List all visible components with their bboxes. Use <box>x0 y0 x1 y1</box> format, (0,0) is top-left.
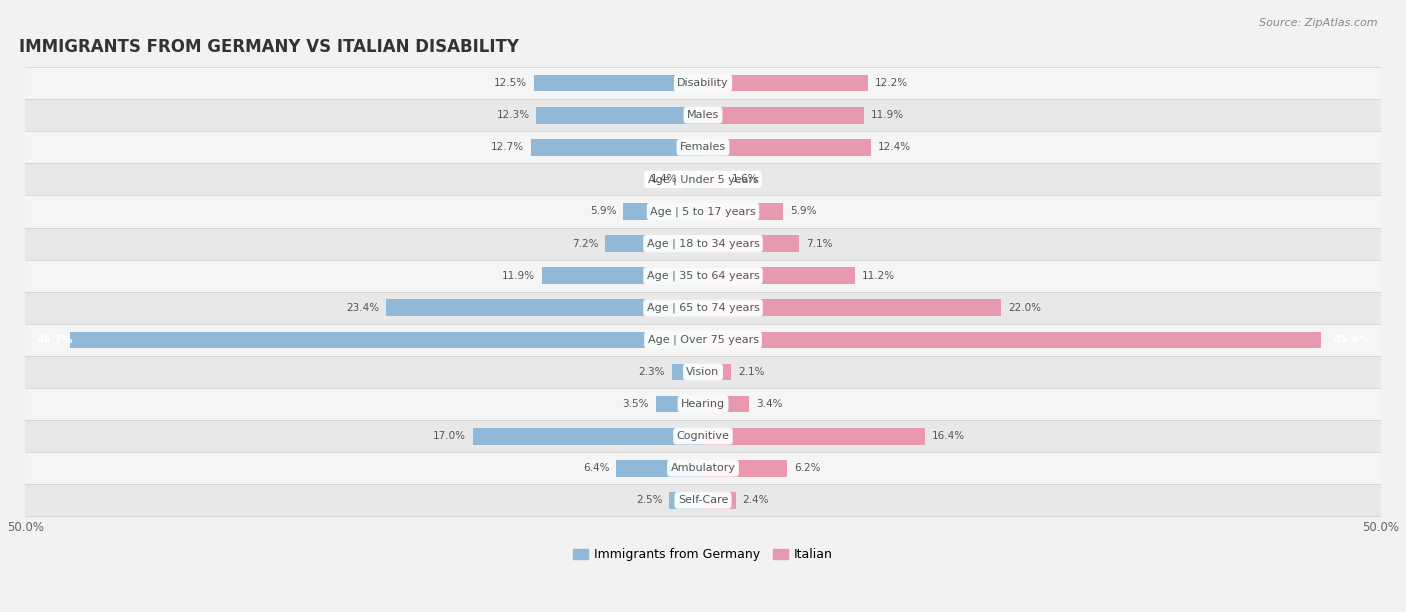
Text: 2.4%: 2.4% <box>742 495 769 506</box>
Text: Age | Under 5 years: Age | Under 5 years <box>648 174 758 185</box>
Bar <box>25 195 1381 228</box>
Bar <box>25 324 1381 356</box>
Bar <box>536 107 703 124</box>
Text: 3.4%: 3.4% <box>756 399 782 409</box>
Bar <box>606 235 703 252</box>
Bar <box>25 228 1381 259</box>
Text: Ambulatory: Ambulatory <box>671 463 735 473</box>
Bar <box>25 99 1381 131</box>
Bar <box>703 396 749 412</box>
Text: 22.0%: 22.0% <box>1008 303 1040 313</box>
Bar <box>25 163 1381 195</box>
Text: Self-Care: Self-Care <box>678 495 728 506</box>
Text: Vision: Vision <box>686 367 720 377</box>
Bar <box>703 107 865 124</box>
Bar <box>616 460 703 477</box>
Text: Cognitive: Cognitive <box>676 431 730 441</box>
Text: 5.9%: 5.9% <box>589 206 616 217</box>
Bar <box>25 259 1381 292</box>
Text: 1.4%: 1.4% <box>651 174 678 184</box>
Bar <box>703 171 724 188</box>
Text: 2.1%: 2.1% <box>738 367 765 377</box>
Text: 16.4%: 16.4% <box>932 431 965 441</box>
Bar <box>703 203 783 220</box>
Bar <box>25 356 1381 388</box>
Text: 12.3%: 12.3% <box>496 110 530 120</box>
Bar <box>669 492 703 509</box>
Bar <box>703 139 872 155</box>
Bar <box>703 235 799 252</box>
Text: Source: ZipAtlas.com: Source: ZipAtlas.com <box>1260 18 1378 28</box>
Text: 12.2%: 12.2% <box>875 78 908 88</box>
Bar <box>623 203 703 220</box>
Text: 3.5%: 3.5% <box>623 399 648 409</box>
Bar <box>703 492 735 509</box>
Text: 11.2%: 11.2% <box>862 271 894 281</box>
Bar <box>70 332 703 348</box>
Bar <box>703 267 855 284</box>
Bar <box>25 420 1381 452</box>
Bar <box>703 428 925 444</box>
Text: 12.5%: 12.5% <box>494 78 527 88</box>
Text: Disability: Disability <box>678 78 728 88</box>
Text: Age | 35 to 64 years: Age | 35 to 64 years <box>647 271 759 281</box>
Text: 1.6%: 1.6% <box>731 174 758 184</box>
Text: 6.2%: 6.2% <box>794 463 820 473</box>
Text: 5.9%: 5.9% <box>790 206 817 217</box>
Text: Age | Over 75 years: Age | Over 75 years <box>648 335 758 345</box>
Text: Females: Females <box>681 142 725 152</box>
Text: 2.3%: 2.3% <box>638 367 665 377</box>
Legend: Immigrants from Germany, Italian: Immigrants from Germany, Italian <box>568 543 838 566</box>
Text: 12.4%: 12.4% <box>877 142 911 152</box>
Bar <box>703 460 787 477</box>
Bar <box>685 171 703 188</box>
Text: 23.4%: 23.4% <box>346 303 380 313</box>
Bar <box>25 452 1381 484</box>
Bar <box>25 67 1381 99</box>
Text: 2.5%: 2.5% <box>636 495 662 506</box>
Bar <box>655 396 703 412</box>
Bar <box>385 299 703 316</box>
Text: Age | 5 to 17 years: Age | 5 to 17 years <box>650 206 756 217</box>
Text: 6.4%: 6.4% <box>583 463 609 473</box>
Bar <box>25 388 1381 420</box>
Bar <box>531 139 703 155</box>
Bar <box>703 332 1320 348</box>
Text: 46.7%: 46.7% <box>37 335 73 345</box>
Bar <box>703 364 731 380</box>
Text: Age | 65 to 74 years: Age | 65 to 74 years <box>647 302 759 313</box>
Bar <box>534 75 703 91</box>
Bar <box>541 267 703 284</box>
Text: 7.2%: 7.2% <box>572 239 599 248</box>
Bar <box>25 131 1381 163</box>
Bar <box>672 364 703 380</box>
Text: Males: Males <box>688 110 718 120</box>
Bar <box>472 428 703 444</box>
Text: 12.7%: 12.7% <box>491 142 524 152</box>
Text: 45.6%: 45.6% <box>1333 335 1369 345</box>
Text: IMMIGRANTS FROM GERMANY VS ITALIAN DISABILITY: IMMIGRANTS FROM GERMANY VS ITALIAN DISAB… <box>18 37 519 56</box>
Bar <box>25 484 1381 517</box>
Text: Age | 18 to 34 years: Age | 18 to 34 years <box>647 238 759 249</box>
Bar <box>703 75 869 91</box>
Text: 7.1%: 7.1% <box>806 239 832 248</box>
Text: Hearing: Hearing <box>681 399 725 409</box>
Bar <box>703 299 1001 316</box>
Text: 11.9%: 11.9% <box>502 271 534 281</box>
Text: 17.0%: 17.0% <box>433 431 465 441</box>
Text: 11.9%: 11.9% <box>872 110 904 120</box>
Bar <box>25 292 1381 324</box>
